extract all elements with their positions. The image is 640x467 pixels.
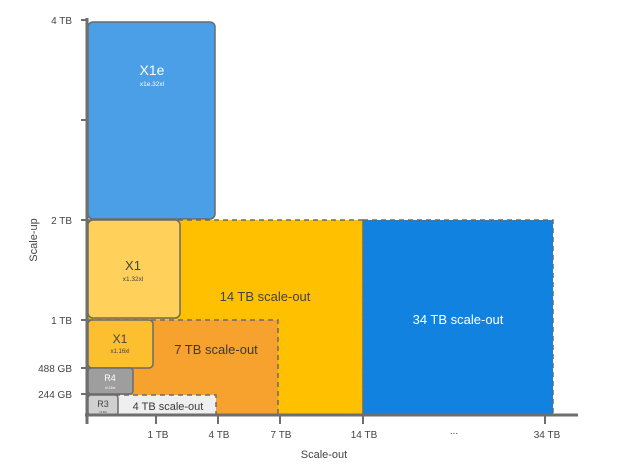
r3-subtitle: r3.8xl (99, 410, 107, 414)
y-axis-title: Scale-up (28, 218, 40, 261)
y-tick-label-1tb: 1 TB (51, 316, 72, 327)
x-tick-label-34tb: 34 TB (534, 430, 561, 441)
scale-out-4tb-label: 4 TB scale-out (133, 401, 204, 413)
r4-title: R4 (104, 373, 116, 383)
y-tick-label-2tb: 2 TB (51, 216, 72, 227)
y-tick-label-488gb: 488 GB (38, 364, 72, 375)
scale-out-14tb-label: 14 TB scale-out (220, 289, 311, 304)
x-tick-label-14tb: 14 TB (351, 430, 378, 441)
x1-32xl-subtitle: x1.32xl (123, 276, 144, 283)
x1-16xl-title: X1 (113, 332, 128, 346)
x-tick-label-ellipsis: ... (450, 426, 458, 437)
y-tick-label-244gb: 244 GB (38, 390, 72, 401)
x-tick-label-4tb: 4 TB (209, 430, 230, 441)
scale-out-34tb-region (362, 219, 554, 416)
scale-out-7tb-label: 7 TB scale-out (174, 342, 258, 357)
x1e-subtitle: x1e.32xl (140, 81, 165, 88)
x-tick-label-1tb: 1 TB (148, 430, 169, 441)
y-tick-label-4tb: 4 TB (51, 16, 72, 27)
x1e-block (87, 21, 216, 220)
x1-16xl-subtitle: x1.16xl (110, 349, 129, 355)
x-tick-label-7tb: 7 TB (271, 430, 292, 441)
x-axis-title: Scale-out (301, 449, 347, 461)
x1e-title: X1e (140, 62, 165, 78)
x1-32xl-title: X1 (125, 258, 141, 273)
r3-title: R3 (97, 399, 109, 409)
scale-out-34tb-label: 34 TB scale-out (413, 312, 504, 327)
r4-subtitle: r4.16xl (105, 386, 116, 390)
